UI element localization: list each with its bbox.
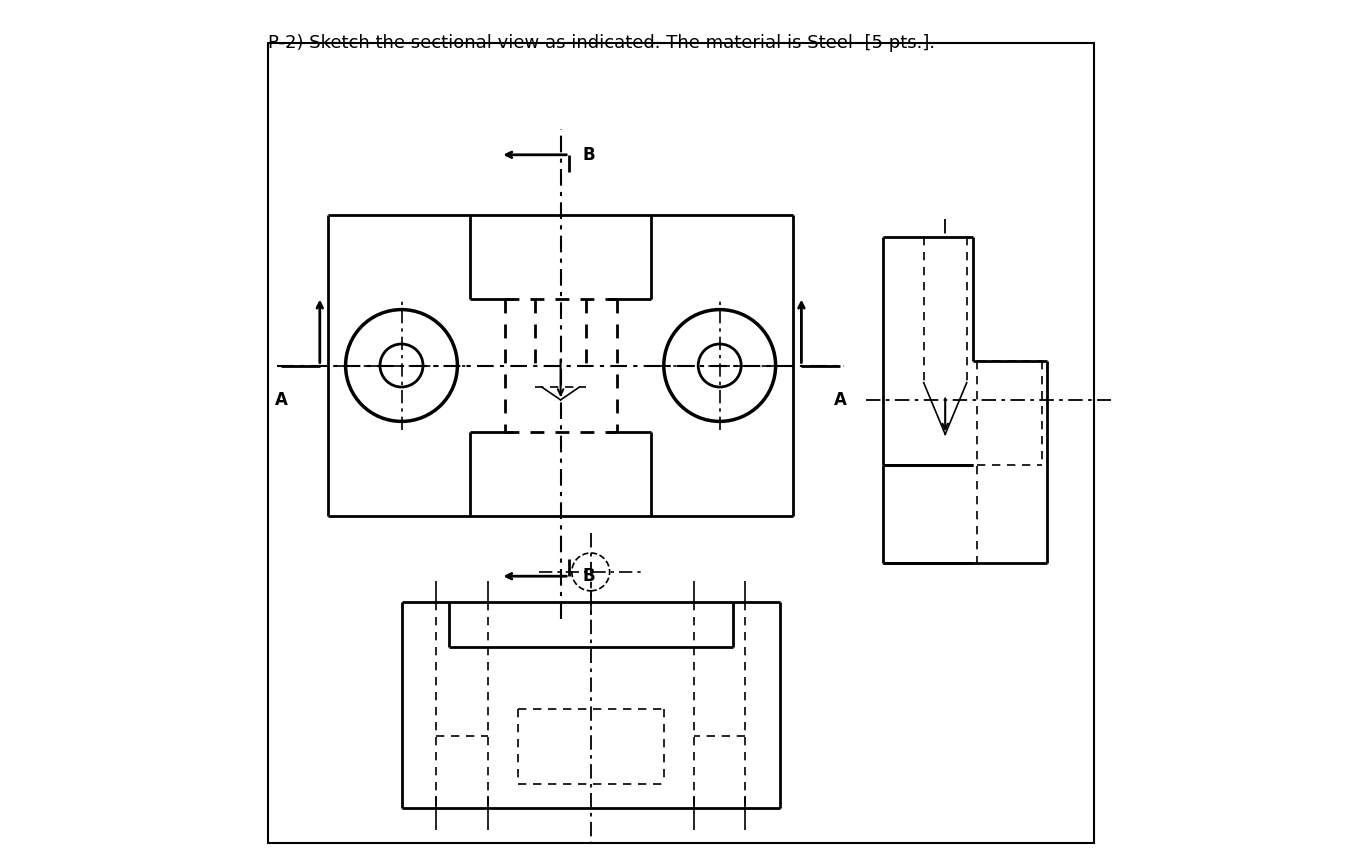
Text: B: B — [582, 146, 595, 163]
Text: A: A — [834, 391, 847, 408]
Text: A: A — [275, 391, 287, 408]
Text: B: B — [582, 568, 595, 585]
Text: P-2) Sketch the sectional view as indicated. The material is Steel  [5 pts.].: P-2) Sketch the sectional view as indica… — [268, 34, 936, 52]
